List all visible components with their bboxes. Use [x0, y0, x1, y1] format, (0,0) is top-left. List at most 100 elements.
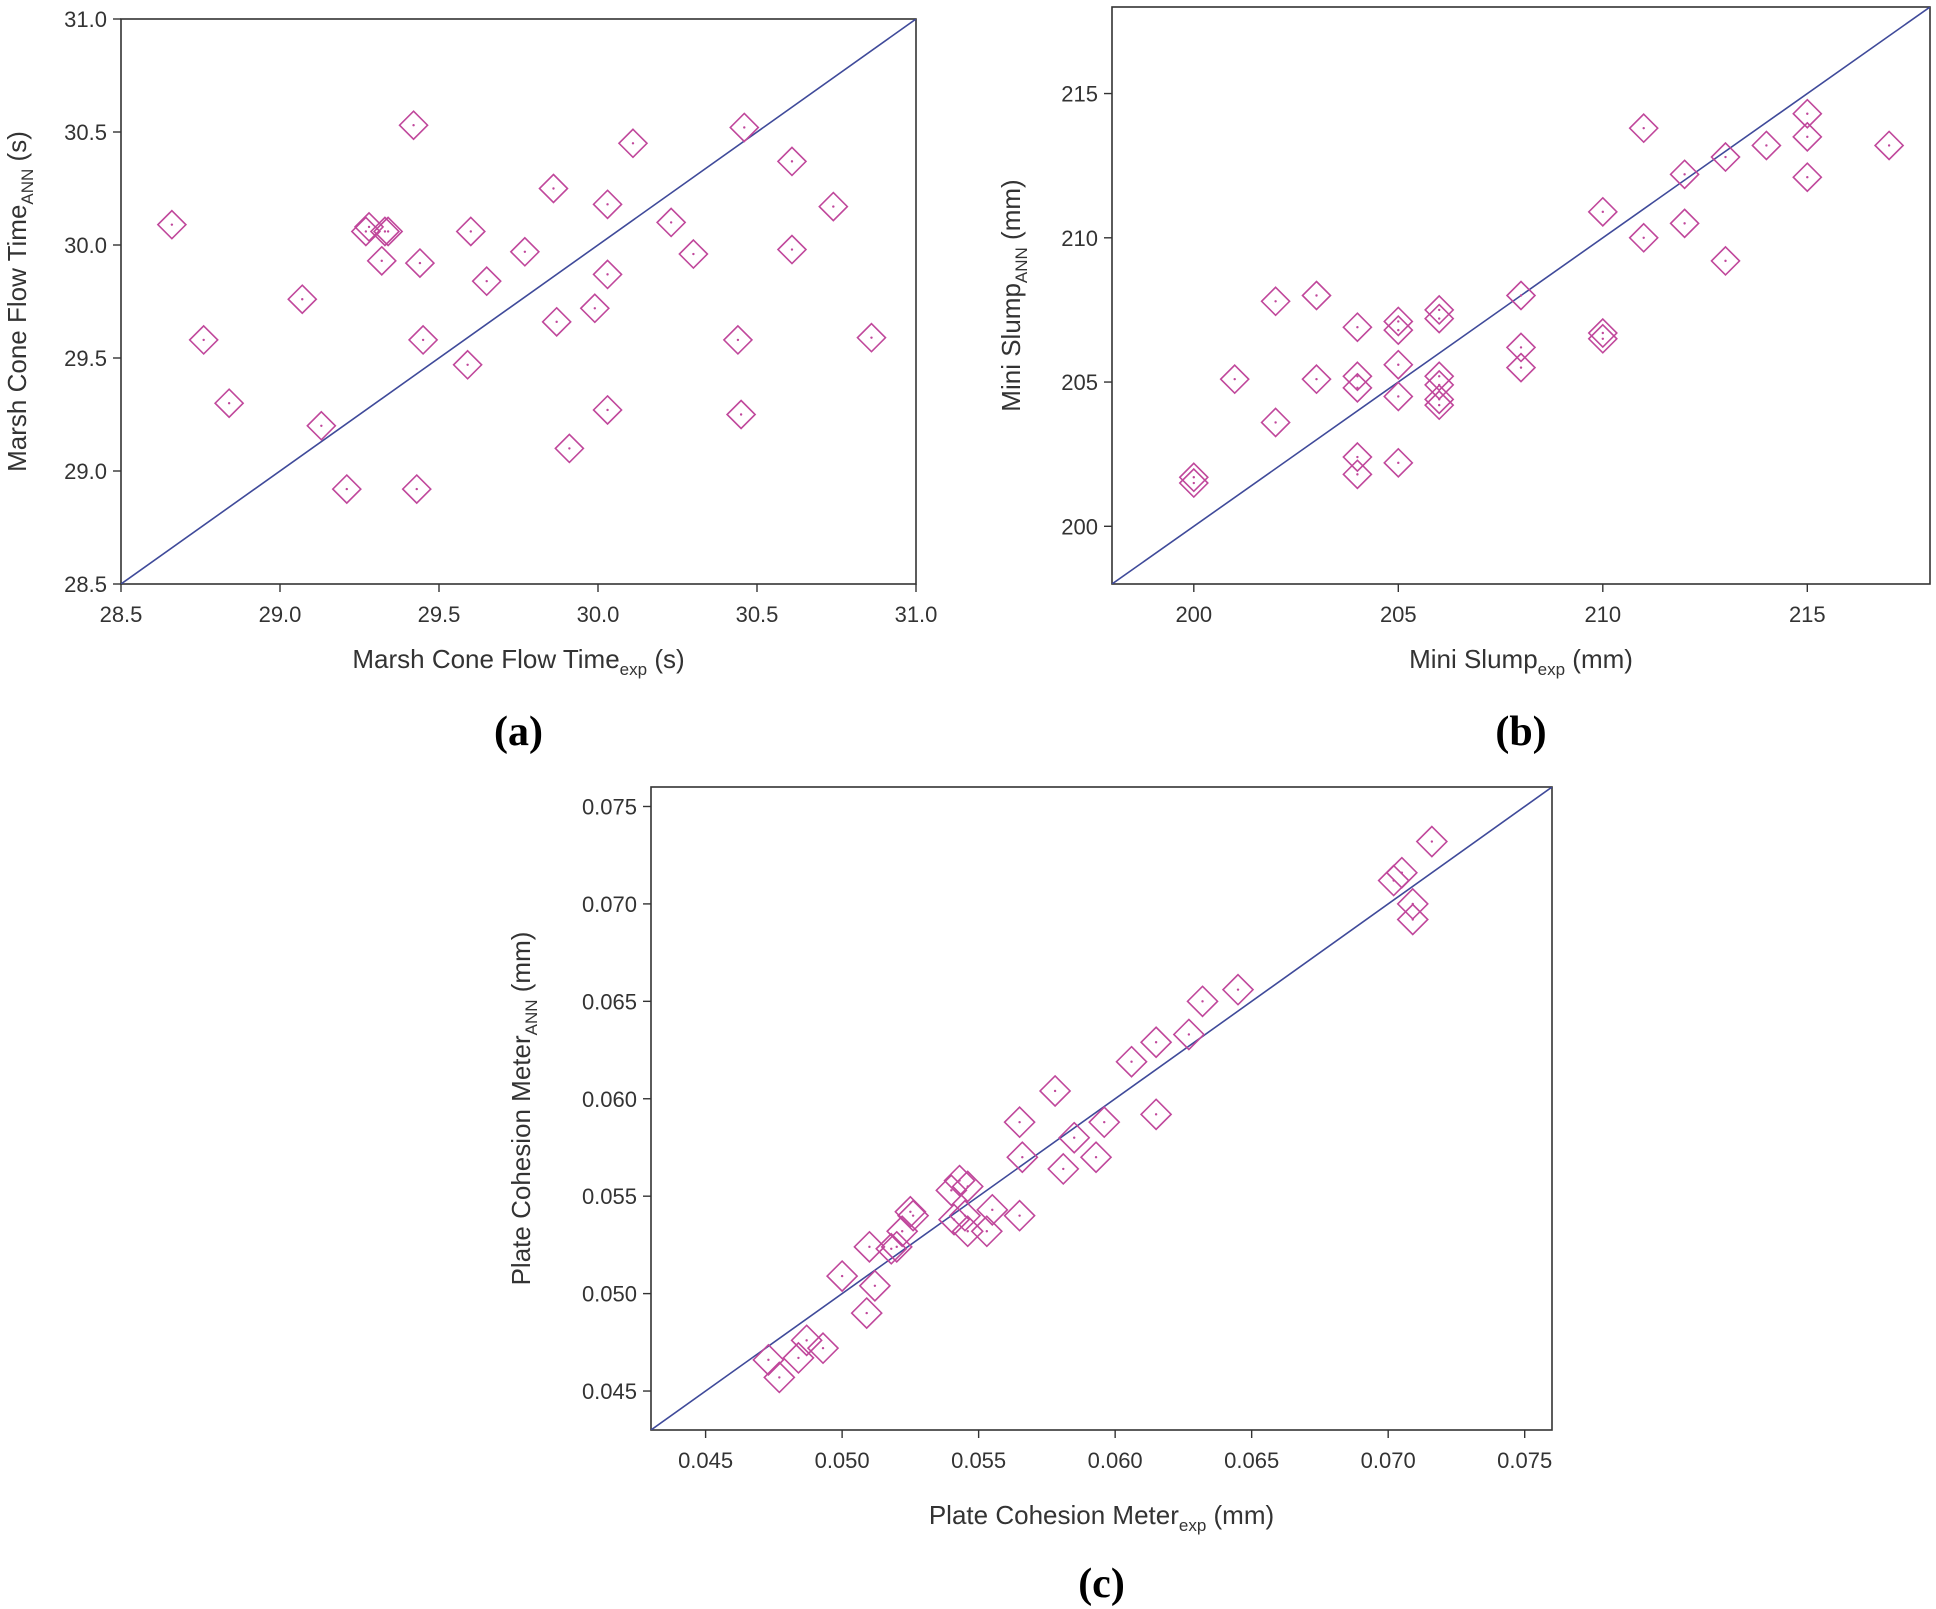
- chart-c-data-point: [875, 1232, 908, 1265]
- chart-a-data-point: [471, 266, 502, 297]
- chart-b-data-point: [1260, 407, 1291, 438]
- chart-a-data-point: [407, 324, 439, 356]
- chart-a-y-tick-label: 28.5: [64, 572, 107, 597]
- chart-b-y-tick-label: 215: [1061, 82, 1098, 107]
- chart-a-data-point: [156, 209, 188, 240]
- chart-a-data-point: [656, 207, 687, 238]
- chart-c-data-point: [1139, 1026, 1173, 1059]
- chart-b-data-point: [1505, 280, 1537, 311]
- chart-a-data-point: [579, 293, 610, 324]
- chart-c-y-tick-label: 0.075: [582, 794, 637, 819]
- chart-b-data-point: [1587, 196, 1618, 227]
- chart-a-y-tick-label: 30.0: [64, 233, 107, 258]
- chart-c-data-point: [806, 1332, 840, 1365]
- chart-c-plot-frame: [650, 786, 1553, 1431]
- chart-a-data-point: [372, 216, 404, 247]
- chart-c-data-point: [1038, 1074, 1072, 1108]
- chart-b-data-point: [1669, 208, 1700, 239]
- chart-b-data-point: [1383, 314, 1414, 346]
- chart-b-y-axis-title: Mini SlumpANN (mm): [996, 179, 1031, 411]
- chart-c-x-tick-label: 0.075: [1497, 1448, 1552, 1473]
- chart-b-data-point: [1383, 381, 1414, 412]
- chart-a-data-point: [725, 399, 757, 430]
- chart-c-x-tick-label: 0.065: [1224, 1448, 1279, 1473]
- chart-a-x-tick-label: 29.5: [418, 602, 461, 627]
- chart-c-data-point: [1396, 903, 1429, 936]
- chart-c-x-axis-title-unit: (mm): [1206, 1500, 1274, 1530]
- chart-a-data-point: [617, 128, 649, 159]
- chart-c-data-point: [1186, 985, 1219, 1018]
- chart-c-data-point: [1385, 856, 1418, 889]
- chart-b-data-point: [1424, 294, 1455, 326]
- chart-c-x-tick-label: 0.060: [1088, 1448, 1143, 1473]
- chart-a-identity-line: [121, 19, 916, 584]
- chart-a: 28.5 29.0 29.5 30.0 30.5 31.0 28.5 29.0 29.5 30.0…: [2, 7, 937, 755]
- chart-b-plot-frame: [1111, 6, 1931, 585]
- chart-b-data-point: [1424, 303, 1455, 334]
- chart-b-y-axis-title-sub: ANN: [1012, 247, 1031, 283]
- chart-b-y-tick-label: 200: [1061, 514, 1098, 539]
- chart-a-x-axis-title: Marsh Cone Flow Timeexp (s): [352, 644, 684, 679]
- chart-a-y-axis-title-sub: ANN: [18, 169, 37, 205]
- chart-c-x-tick-label: 0.045: [678, 1448, 733, 1473]
- chart-c-y-axis-title-unit: (mm): [506, 932, 536, 1000]
- chart-b-data-point: [1301, 364, 1332, 395]
- chart-a-y-axis-title-unit: (s): [2, 131, 32, 169]
- chart-a-y-tick-label: 29.5: [64, 346, 107, 371]
- chart-a-panel-label: (a): [494, 709, 543, 755]
- chart-c-data-point: [790, 1324, 823, 1357]
- chart-a-data-point: [818, 191, 849, 222]
- chart-a-y-axis-title: Marsh Cone Flow TimeANN (s): [2, 131, 37, 472]
- chart-b-x-axis-title-sub: exp: [1538, 660, 1565, 679]
- chart-c-y-tick-label: 0.055: [582, 1184, 637, 1209]
- chart-b-data-point: [1628, 113, 1659, 144]
- chart-b-data-point: [1178, 462, 1209, 493]
- chart-a-data-point: [404, 247, 436, 279]
- chart-b-data-point: [1342, 312, 1373, 343]
- chart-a-data-point: [306, 410, 337, 441]
- chart-c-data-point: [858, 1269, 892, 1302]
- chart-a-data-point: [776, 234, 808, 265]
- chart-a-data-point: [729, 112, 760, 143]
- chart-b-x-tick-label: 200: [1175, 602, 1212, 627]
- chart-c-data-point: [1139, 1098, 1173, 1131]
- chart-c-identity-line: [651, 787, 1552, 1430]
- chart-a-data-point: [592, 259, 623, 290]
- chart-a-data-point: [350, 216, 381, 247]
- chart-a-data-point: [353, 211, 385, 243]
- chart-b-data-point: [1587, 317, 1618, 349]
- chart-c-y-tick-label: 0.050: [582, 1282, 637, 1307]
- chart-c-data-point: [1003, 1199, 1036, 1232]
- chart-a-data-point: [455, 216, 486, 247]
- chart-a-y-axis-title-main: Marsh Cone Flow Time: [2, 205, 32, 472]
- chart-a-data-point: [366, 245, 397, 276]
- chart-b-data-point: [1424, 389, 1455, 421]
- chart-a-x-tick-label: 31.0: [895, 602, 938, 627]
- chart-c-data-point: [825, 1259, 859, 1293]
- chart-c-data-point: [763, 1361, 796, 1394]
- chart-a-data-point: [856, 322, 887, 353]
- chart-c-y-axis-title-sub: ANN: [522, 999, 541, 1035]
- chart-a-data-point: [554, 433, 585, 464]
- chart-b-data-point: [1505, 352, 1537, 383]
- chart-a-data-point: [541, 306, 572, 337]
- chart-b-data-point: [1792, 121, 1823, 152]
- chart-a-data-point: [213, 388, 245, 419]
- chart-b-x-axis-title-main: Mini Slump: [1409, 644, 1538, 674]
- chart-b-data-point: [1301, 280, 1332, 311]
- chart-b-y-tick-label: 205: [1061, 370, 1098, 395]
- chart-b-data-point: [1710, 245, 1741, 277]
- chart-a-x-axis-title-sub: exp: [620, 660, 647, 679]
- chart-c-y-axis-title-main: Plate Cohesion Meter: [506, 1035, 536, 1285]
- chart-c-data-point: [752, 1343, 785, 1376]
- chart-c-x-axis-title-sub: exp: [1179, 1516, 1206, 1535]
- chart-b-x-tick-label: 215: [1789, 602, 1826, 627]
- chart-b-data-point: [1505, 332, 1537, 363]
- chart-c-data-point: [1415, 825, 1448, 858]
- chart-c-y-tick-label: 0.065: [582, 989, 637, 1014]
- chart-a-x-axis-title-main: Marsh Cone Flow Time: [352, 644, 619, 674]
- chart-c-x-axis-title: Plate Cohesion Meterexp (mm): [929, 1500, 1274, 1535]
- chart-a-data-point: [369, 216, 401, 247]
- chart-b-data-point: [1628, 222, 1659, 253]
- chart-a-plot-frame: [120, 18, 917, 585]
